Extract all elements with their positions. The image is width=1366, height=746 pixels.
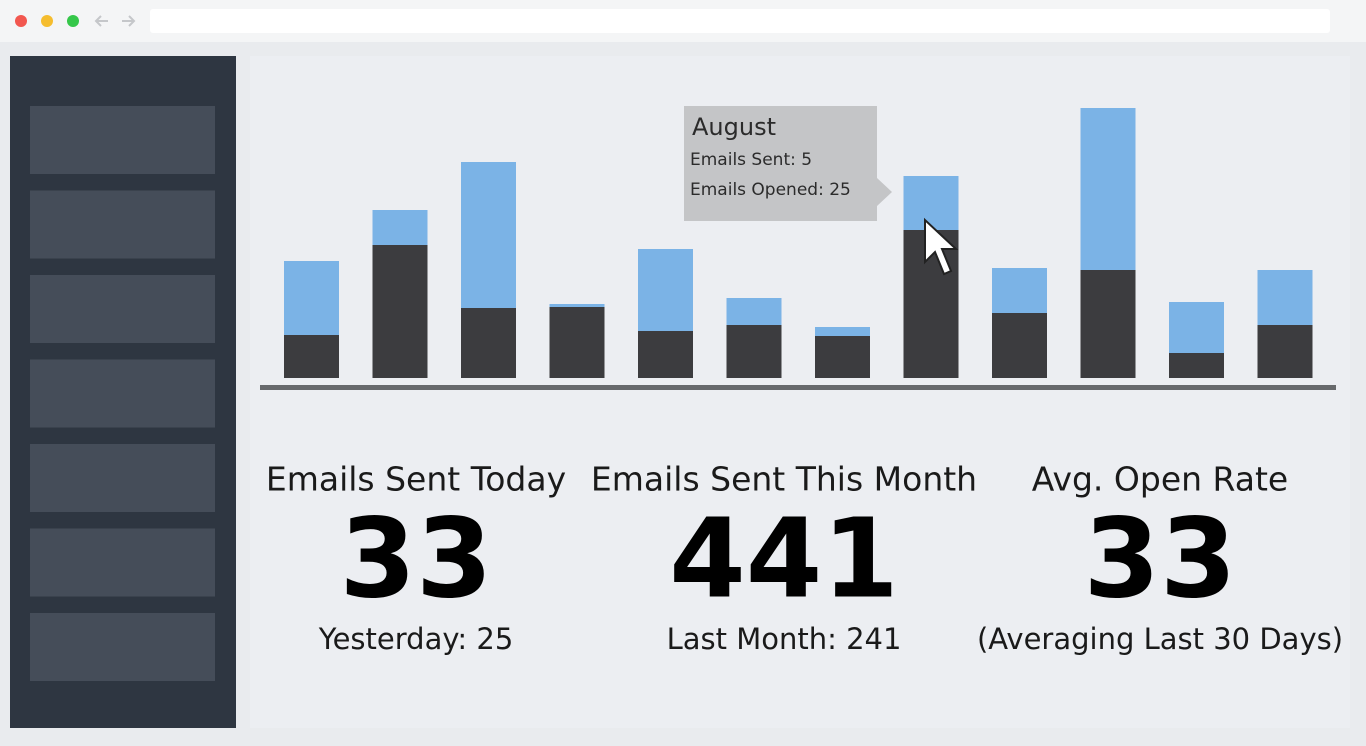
bar-segment <box>992 313 1047 378</box>
stat-title: Emails Sent This Month <box>591 460 977 499</box>
sidebar-item <box>30 359 215 428</box>
sidebar-item <box>30 613 215 681</box>
tooltip-box <box>684 106 892 221</box>
stat-value: 33 <box>339 494 492 622</box>
bar-segment <box>903 176 959 230</box>
bar-segment <box>549 304 605 307</box>
bar-segment <box>638 331 693 378</box>
bar-segment <box>726 298 782 325</box>
maximize-button[interactable] <box>67 15 79 27</box>
stat-value: 441 <box>669 494 899 622</box>
bar-segment <box>726 325 782 378</box>
stat-note: Last Month: 241 <box>667 622 902 656</box>
sidebar-item <box>30 190 215 259</box>
bar-segment <box>1169 302 1224 353</box>
bar-segment <box>1080 270 1136 378</box>
bar-segment <box>992 268 1047 313</box>
tooltip-title: August <box>692 113 776 141</box>
sidebar-items <box>30 106 215 681</box>
bar-segment <box>461 162 516 308</box>
stat-note: (Averaging Last 30 Days) <box>977 622 1343 656</box>
bar-segment <box>549 307 605 378</box>
stat-title: Avg. Open Rate <box>1032 460 1288 499</box>
forward-button[interactable] <box>122 15 136 27</box>
sidebar-item <box>30 528 215 597</box>
sidebar-item <box>30 275 215 343</box>
stat-title: Emails Sent Today <box>266 460 566 499</box>
bar-segment <box>284 261 339 335</box>
tooltip: August Emails Sent: 5 Emails Opened: 25 <box>684 106 892 221</box>
bar-segment <box>638 249 693 331</box>
close-button[interactable] <box>15 15 27 27</box>
bar-segment <box>372 245 428 378</box>
bar-segment <box>815 336 870 378</box>
bar-segment <box>815 327 870 336</box>
back-button[interactable] <box>94 15 108 27</box>
bar-segment <box>1257 270 1313 325</box>
tooltip-line: Emails Opened: 25 <box>690 180 851 200</box>
sidebar-item <box>30 106 215 174</box>
bar-segment <box>284 335 339 378</box>
bar-segment <box>1080 108 1136 270</box>
stat-value: 33 <box>1083 494 1236 622</box>
minimize-button[interactable] <box>41 15 53 27</box>
sidebar-item <box>30 444 215 512</box>
bar-segment <box>1257 325 1313 378</box>
stat-note: Yesterday: 25 <box>318 622 514 656</box>
bar-segment <box>1169 353 1224 378</box>
tooltip-line: Emails Sent: 5 <box>690 150 812 170</box>
bar-segment <box>461 308 516 378</box>
cursor <box>924 217 959 276</box>
x-axis <box>260 385 1336 390</box>
bar-segment <box>372 210 428 245</box>
chart <box>284 108 1313 378</box>
address-bar[interactable] <box>150 9 1330 33</box>
